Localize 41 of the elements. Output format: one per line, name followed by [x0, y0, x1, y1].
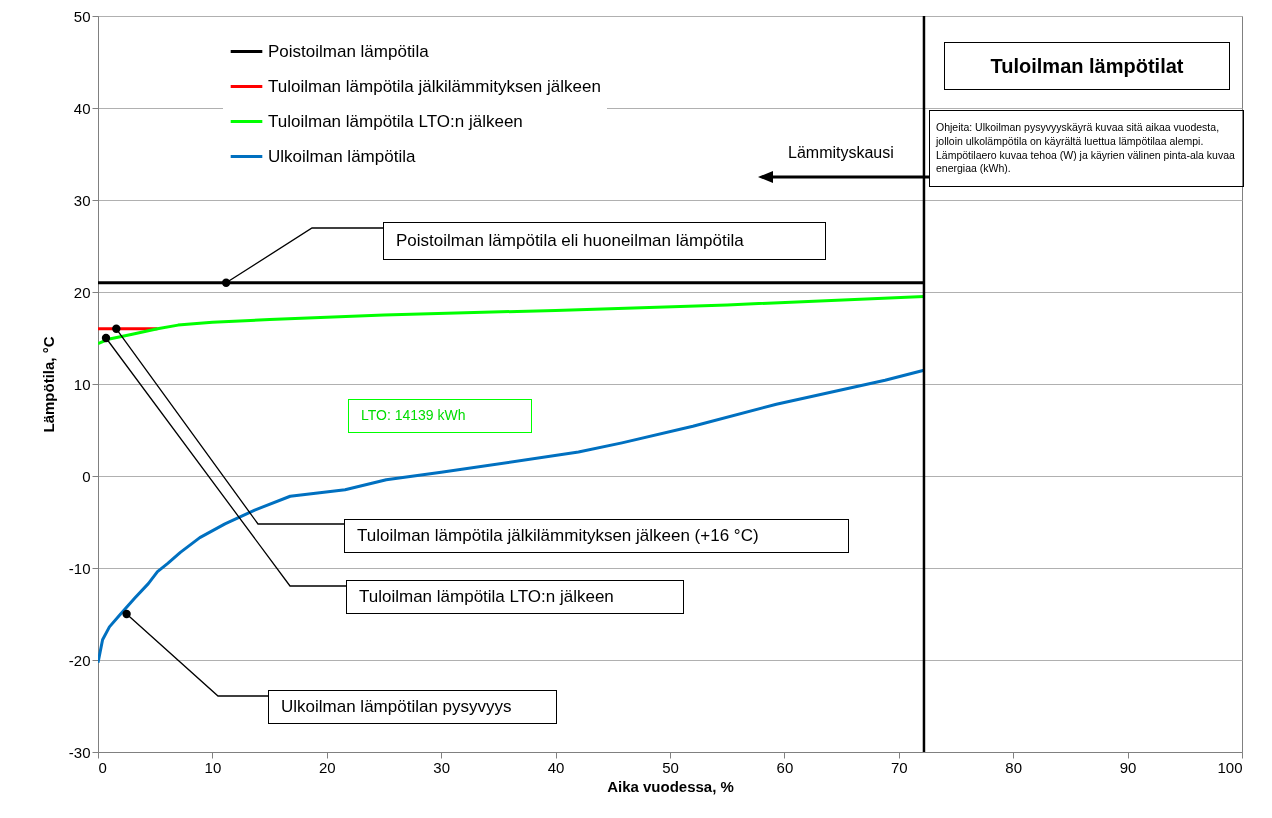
text-box: Tuloilman lämpötila jälkilämmityksen jälkeen (+16 °C)	[344, 519, 849, 553]
annotation: Tuloilman lämpötilat	[990, 55, 1184, 77]
text-box: Tuloilman lämpötila LTO:n jälkeen	[346, 580, 684, 614]
x-tick-label: 90	[1119, 758, 1137, 776]
y-tick-label: 30	[73, 191, 91, 209]
annotation: Tuloilman lämpötila jälkilämmityksen jälkeen (+16 °C)	[357, 525, 759, 546]
annotation: Ulkoilman lämpötilan pysyvyys	[281, 696, 512, 717]
x-tick-label: 50	[662, 758, 679, 776]
y-tick-label: 0	[82, 467, 91, 485]
x-tick-label: 60	[776, 758, 794, 776]
text-box: Ulkoilman lämpötilan pysyvyys	[268, 690, 557, 724]
annotation: Poistoilman lämpötila eli huoneilman lämpötila	[396, 230, 744, 251]
y-tick-label: -30	[68, 743, 91, 761]
x-tick-label: 40	[547, 758, 565, 776]
y-axis-title: Lämpötila, °C	[39, 336, 57, 433]
legend-label: Tuloilman lämpötila jälkilämmityksen jälkeen	[268, 76, 601, 96]
text-box: Tuloilman lämpötilat	[944, 42, 1230, 90]
annotation: Lämmityskausi	[788, 144, 894, 162]
x-tick-label: 20	[318, 758, 336, 776]
x-tick-label: 30	[433, 758, 451, 776]
text-box: Ohjeita: Ulkoilman pysyvyyskäyrä kuvaa sitä aikaa vuodesta, jolloin ulkolämpötila on käyrältä luettua lämpötilaa alempi. Lämpötilaero kuvaa tehoa (W) ja käyrien välinen pinta-ala kuvaa energiaa (kWh).	[929, 110, 1244, 187]
y-tick-label: 10	[73, 375, 91, 393]
annotation: Ohjeita: Ulkoilman pysyvyyskäyrä kuvaa sitä aikaa vuodesta, jolloin ulkolämpötila on käyrältä luettua lämpötilaa alempi. Lämpötilaero kuvaa tehoa (W) ja käyrien välinen pinta-ala kuvaa energiaa (kWh).	[936, 121, 1236, 176]
y-tick-label: 50	[73, 7, 91, 25]
x-tick-label: 100	[1217, 758, 1243, 776]
x-axis-title: Aika vuodessa, %	[607, 777, 734, 795]
x-tick-label: 0	[98, 758, 107, 776]
y-tick-label: -10	[68, 559, 91, 577]
annotation: Tuloilman lämpötila LTO:n jälkeen	[359, 586, 614, 607]
annotation: LTO: 14139 kWh	[361, 407, 466, 424]
x-tick-label: 80	[1005, 758, 1023, 776]
legend-label: Ulkoilman lämpötila	[268, 146, 416, 166]
x-tick-label: 70	[890, 758, 908, 776]
y-tick-label: 40	[73, 99, 91, 117]
text-box: LTO: 14139 kWh	[348, 399, 532, 433]
x-tick-label: 10	[204, 758, 222, 776]
legend-label: Poistoilman lämpötila	[268, 41, 430, 61]
text-box: Poistoilman lämpötila eli huoneilman lämpötila	[383, 222, 826, 260]
legend-label: Tuloilman lämpötila LTO:n jälkeen	[268, 111, 523, 131]
y-tick-label: -20	[68, 651, 91, 669]
y-tick-label: 20	[73, 283, 91, 301]
